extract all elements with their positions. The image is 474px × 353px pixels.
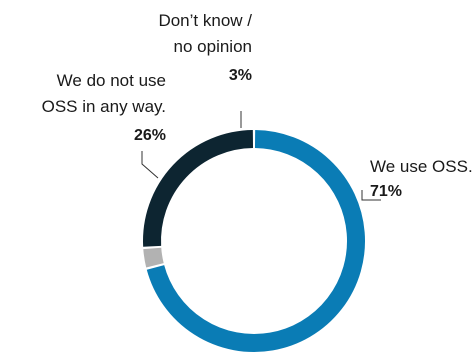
slice-label-0-line-0: We use OSS.: [370, 157, 473, 176]
donut-slice-0: [146, 130, 365, 352]
donut-slice-2: [143, 130, 254, 247]
slice-value-label-2: 26%: [134, 127, 166, 144]
leader-lines: [141, 111, 381, 201]
leader-line-2: [141, 151, 159, 179]
slice-label-2-line-0: We do not use: [57, 71, 166, 90]
donut-slices: [143, 130, 365, 352]
slice-label-2-line-1: OSS in any way.: [42, 97, 166, 116]
slice-label-1-line-0: Don’t know /: [158, 11, 252, 30]
slice-value-label-0: 71%: [370, 183, 402, 200]
slice-labels: We use OSS. 71% Don’t know / no opinion 3% We…: [42, 11, 473, 200]
donut-slice-1: [143, 247, 164, 268]
leader-line-0: [361, 190, 381, 201]
slice-label-1-line-1: no opinion: [174, 37, 252, 56]
slice-value-label-1: 3%: [229, 67, 252, 84]
